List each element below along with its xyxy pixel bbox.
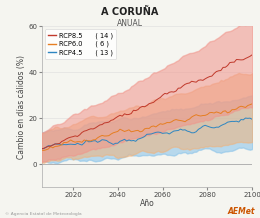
Text: AEMet: AEMet [227,207,255,216]
X-axis label: Año: Año [140,199,154,208]
Y-axis label: Cambio en días cálidos (%): Cambio en días cálidos (%) [17,55,26,159]
Text: A CORUÑA: A CORUÑA [101,7,159,17]
Legend: RCP8.5      ( 14 ), RCP6.0      ( 6 ), RCP4.5      ( 13 ): RCP8.5 ( 14 ), RCP6.0 ( 6 ), RCP4.5 ( 13… [45,29,116,59]
Text: © Agencia Estatal de Meteorología: © Agencia Estatal de Meteorología [5,212,82,216]
Text: ANUAL: ANUAL [117,19,143,27]
